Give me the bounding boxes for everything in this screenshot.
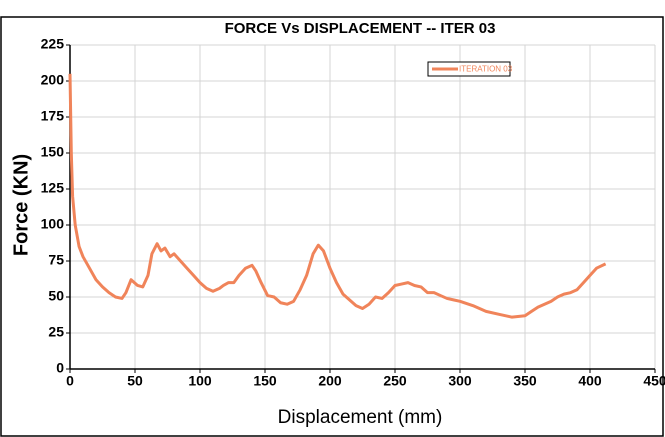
y-tick-label: 225 [41, 36, 65, 52]
legend-box [427, 61, 511, 77]
y-axis-label: Force (KN) [10, 154, 32, 256]
x-tick-label: 150 [253, 373, 277, 389]
data-line [68, 73, 607, 319]
y-tick-label: 50 [48, 288, 64, 304]
x-tick-label: 250 [383, 373, 407, 389]
y-tick-label: 125 [41, 180, 65, 196]
x-tick-label: 100 [188, 373, 212, 389]
x-tick-label: 350 [513, 373, 537, 389]
legend-label: ITERATION 03 [459, 65, 513, 74]
y-tick-label: 0 [56, 360, 64, 376]
x-tick-label: 0 [66, 373, 74, 389]
y-tick-label: 150 [41, 144, 65, 160]
y-tick-label: 175 [41, 108, 65, 124]
y-tick-label: 200 [41, 72, 65, 88]
y-tick-label: 100 [41, 216, 65, 232]
x-tick-label: 450 [643, 373, 665, 389]
chart-frame [0, 16, 664, 437]
y-tick-label: 25 [48, 324, 64, 340]
x-tick-label: 50 [127, 373, 143, 389]
x-tick-label: 200 [318, 373, 342, 389]
x-axis-label: Displacement (mm) [278, 407, 443, 428]
y-tick-label: 75 [48, 252, 64, 268]
x-tick-label: 400 [578, 373, 602, 389]
x-tick-label: 300 [448, 373, 472, 389]
chart-title: FORCE Vs DISPLACEMENT -- ITER 03 [225, 20, 496, 37]
